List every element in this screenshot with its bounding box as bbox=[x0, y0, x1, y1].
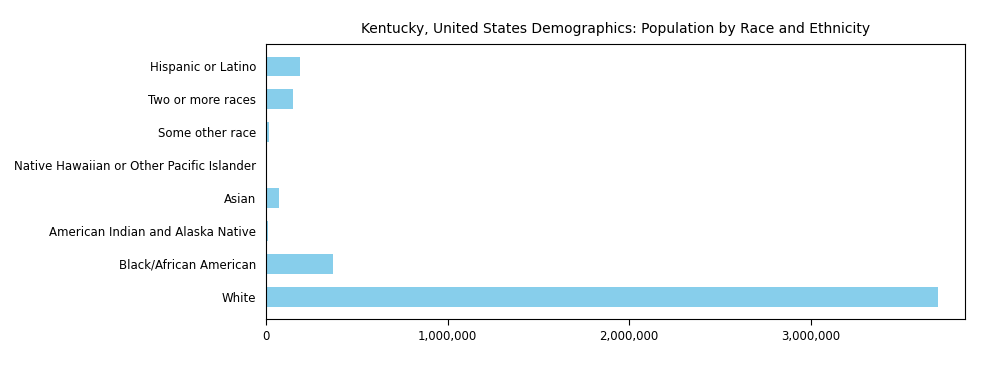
Bar bbox=[266, 123, 269, 142]
Bar bbox=[266, 188, 279, 208]
Bar bbox=[266, 287, 938, 307]
Bar bbox=[266, 254, 333, 274]
Bar bbox=[266, 57, 300, 76]
Title: Kentucky, United States Demographics: Population by Race and Ethnicity: Kentucky, United States Demographics: Po… bbox=[361, 22, 870, 36]
Bar bbox=[266, 90, 294, 109]
Bar bbox=[266, 221, 268, 241]
